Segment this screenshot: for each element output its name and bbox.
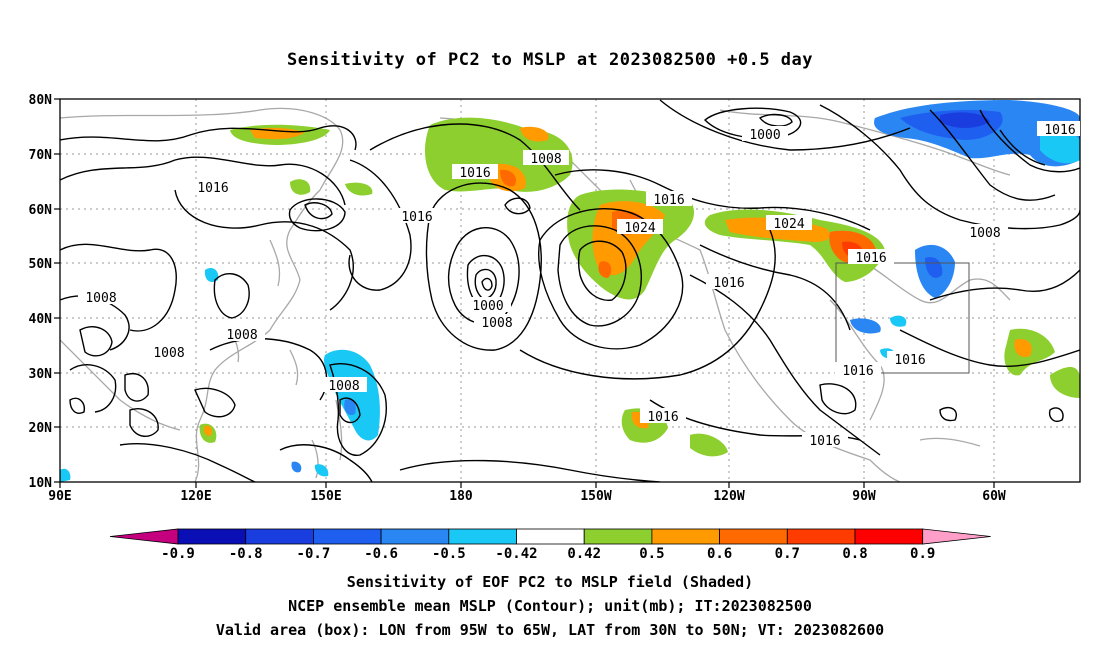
svg-text:1008: 1008 xyxy=(328,379,359,394)
contour-label: 1016 xyxy=(802,432,848,449)
lat-label: 70N xyxy=(29,148,53,163)
colorbar-swatch xyxy=(380,528,450,545)
svg-text:1016: 1016 xyxy=(809,434,840,449)
footer-line-2: NCEP ensemble mean MSLP (Contour); unit(… xyxy=(288,597,812,615)
svg-text:1016: 1016 xyxy=(459,166,490,181)
svg-text:1008: 1008 xyxy=(530,152,561,167)
colorbar-tick-label: -0.42 xyxy=(495,546,537,562)
contour-label: 1016 xyxy=(848,249,894,266)
lon-label: 150E xyxy=(310,489,341,504)
colorbar-swatch xyxy=(719,528,788,545)
colorbar-tick-label: 0.6 xyxy=(707,546,732,562)
contour-label: 1008 xyxy=(321,377,367,394)
contour-label: 1016 xyxy=(706,274,752,291)
lat-label: 50N xyxy=(29,257,53,272)
contour-label: 1008 xyxy=(474,314,520,331)
lat-label: 60N xyxy=(29,203,53,218)
lat-label: 40N xyxy=(29,312,53,327)
colorbar-tick-label: -0.7 xyxy=(297,546,331,562)
colorbar-max-arrow xyxy=(922,528,991,545)
contour-label: 1008 xyxy=(523,150,569,167)
colorbar: -0.9 -0.8 -0.7 -0.6 -0.5 -0.42 0.42 0.5 0.6 0.7 0.… xyxy=(109,528,991,562)
colorbar-swatch xyxy=(786,528,856,545)
mslp-contours xyxy=(60,99,1080,482)
colorbar-swatch xyxy=(651,528,721,545)
svg-text:1016: 1016 xyxy=(647,410,678,425)
colorbar-swatch xyxy=(854,528,924,545)
colorbar-swatch xyxy=(516,528,585,545)
lon-label: 180 xyxy=(449,489,473,504)
contour-label: 1008 xyxy=(219,326,265,343)
footer-line-3: Valid area (box): LON from 95W to 65W, L… xyxy=(215,621,885,639)
colorbar-swatch xyxy=(177,528,247,545)
map-frame xyxy=(59,98,1081,483)
svg-text:1000: 1000 xyxy=(472,299,503,314)
svg-text:1016: 1016 xyxy=(713,276,744,291)
colorbar-swatch xyxy=(448,528,517,545)
svg-text:1016: 1016 xyxy=(894,353,925,368)
svg-text:1016: 1016 xyxy=(653,193,684,208)
figure-title: Sensitivity of PC2 to MSLP at 2023082500… xyxy=(286,50,813,70)
colorbar-tick-label: -0.9 xyxy=(161,546,195,562)
contour-label: 1024 xyxy=(617,219,663,236)
svg-text:1016: 1016 xyxy=(855,251,886,266)
colorbar-tick-label: 0.5 xyxy=(639,546,664,562)
lon-label: 90W xyxy=(852,489,876,504)
contour-label: 1016 xyxy=(646,191,692,208)
lat-label: 10N xyxy=(29,476,53,491)
colorbar-tick-label: 0.8 xyxy=(842,546,867,562)
svg-text:1008: 1008 xyxy=(226,328,257,343)
lat-axis: 80N 70N 60N 50N 40N 30N 20N 10N xyxy=(29,93,60,491)
colorbar-swatch xyxy=(583,528,653,545)
svg-text:1008: 1008 xyxy=(969,226,1000,241)
contour-label: 1016 xyxy=(394,208,440,225)
colorbar-tick-label: 0.42 xyxy=(567,546,601,562)
svg-text:1016: 1016 xyxy=(842,364,873,379)
svg-text:1016: 1016 xyxy=(1044,123,1075,138)
contour-label: 1016 xyxy=(887,351,933,368)
lat-label: 80N xyxy=(29,93,53,108)
colorbar-tick-label: -0.8 xyxy=(229,546,263,562)
colorbar-tick-label: 0.7 xyxy=(775,546,800,562)
contour-label: 1016 xyxy=(190,179,236,196)
contour-label: 1000 xyxy=(742,126,788,143)
lon-label: 60W xyxy=(982,489,1006,504)
contour-label: 1008 xyxy=(146,344,192,361)
svg-text:1024: 1024 xyxy=(773,217,804,232)
svg-text:1008: 1008 xyxy=(153,346,184,361)
contour-label: 1016 xyxy=(452,164,498,181)
svg-text:1008: 1008 xyxy=(85,291,116,306)
colorbar-swatch xyxy=(245,528,314,545)
contour-label: 1024 xyxy=(766,215,812,232)
valid-area-box xyxy=(835,262,970,374)
svg-text:1016: 1016 xyxy=(401,210,432,225)
contour-label: 1016 xyxy=(640,408,686,425)
lon-label: 150W xyxy=(580,489,611,504)
svg-text:1016: 1016 xyxy=(197,181,228,196)
footer-line-1: Sensitivity of EOF PC2 to MSLP field (Sh… xyxy=(346,573,754,591)
colorbar-min-arrow xyxy=(109,528,179,545)
svg-text:1008: 1008 xyxy=(481,316,512,331)
lat-label: 20N xyxy=(29,421,53,436)
svg-text:1024: 1024 xyxy=(624,221,655,236)
contour-label: 1008 xyxy=(962,224,1008,241)
contour-label: 1008 xyxy=(78,289,124,306)
lat-label: 30N xyxy=(29,367,53,382)
lon-axis: 90E 120E 150E 180 150W 120W 90W 60W xyxy=(48,482,1006,504)
contour-label: 1000 xyxy=(465,297,511,314)
contour-label: 1016 xyxy=(1037,121,1080,138)
colorbar-tick-label: -0.5 xyxy=(432,546,466,562)
lon-label: 120W xyxy=(713,489,744,504)
contour-label: 1016 xyxy=(835,362,881,379)
svg-text:1000: 1000 xyxy=(749,128,780,143)
colorbar-tick-label: 0.9 xyxy=(910,546,935,562)
contour-labels: 1016 1008 1016 1016 1000 1008 1024 1016 … xyxy=(78,121,1080,449)
colorbar-tick-label: -0.6 xyxy=(364,546,398,562)
lon-label: 120E xyxy=(180,489,211,504)
colorbar-swatch xyxy=(312,528,382,545)
lon-label: 90E xyxy=(48,489,71,504)
